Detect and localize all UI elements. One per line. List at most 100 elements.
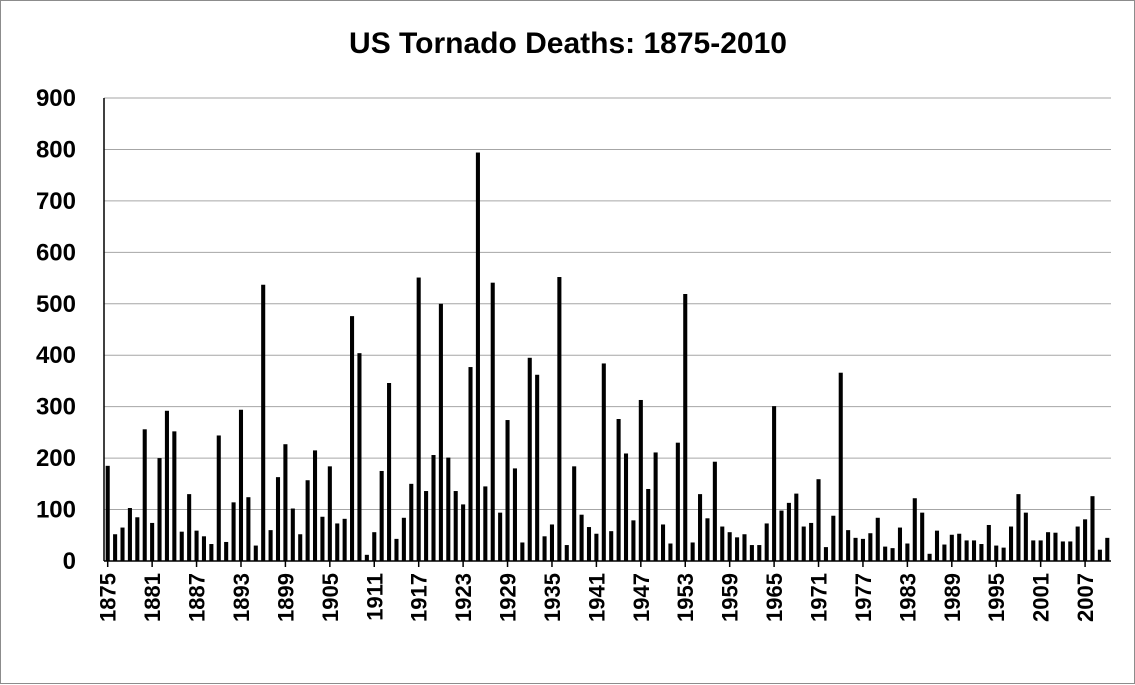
bar-1902 (305, 480, 310, 561)
bar-1899 (283, 444, 288, 561)
x-tick-label-1989: 1989 (940, 573, 965, 622)
bar-1961 (742, 534, 747, 561)
bar-2002 (1046, 532, 1051, 561)
bar-1988 (942, 544, 947, 561)
bar-1894 (246, 497, 251, 561)
bar-1897 (268, 530, 273, 561)
bar-1951 (668, 543, 673, 561)
x-tick-label-1959: 1959 (718, 573, 743, 622)
bar-1889 (209, 544, 214, 561)
bar-1987 (934, 530, 940, 561)
bar-1998 (1016, 494, 1021, 561)
x-tick-label-1893: 1893 (229, 573, 254, 622)
bar-1936 (557, 277, 562, 561)
bar-1985 (920, 512, 925, 561)
x-tick-label-1881: 1881 (140, 573, 165, 622)
x-tick-label-1911: 1911 (362, 573, 387, 621)
bar-1880 (142, 429, 147, 561)
bar-1895 (253, 545, 258, 561)
x-tick-label-1995: 1995 (984, 573, 1009, 622)
bar-1971 (816, 479, 821, 561)
bar-2007 (1083, 519, 1088, 561)
bar-1896 (261, 284, 266, 561)
bar-1921 (446, 457, 451, 561)
bar-1892 (231, 502, 236, 561)
x-tick-label-1941: 1941 (584, 573, 609, 622)
bar-1980 (883, 546, 888, 561)
bar-1989 (949, 534, 954, 561)
bar-2010 (1105, 537, 1110, 561)
bar-1932 (527, 357, 532, 561)
y-tick-label-700: 700 (36, 188, 76, 215)
bar-1975 (846, 530, 851, 561)
bar-1957 (712, 461, 717, 561)
bar-1906 (335, 523, 340, 561)
bar-1928 (498, 512, 503, 561)
bar-1963 (757, 545, 762, 561)
bar-1881 (150, 522, 155, 561)
bar-1970 (809, 522, 814, 561)
bar-1937 (564, 545, 569, 561)
bar-1997 (1009, 526, 1014, 561)
bar-1930 (512, 468, 517, 561)
bar-2008 (1090, 496, 1095, 561)
bar-1931 (520, 542, 525, 561)
bar-1915 (401, 517, 406, 561)
bar-1886 (187, 494, 192, 561)
bar-1968 (794, 493, 799, 561)
y-tick-label-0: 0 (63, 548, 76, 575)
bar-1962 (749, 545, 754, 561)
y-tick-label-600: 600 (36, 239, 76, 266)
bar-1900 (290, 508, 295, 561)
x-tick-label-2007: 2007 (1073, 573, 1098, 622)
bar-1933 (535, 374, 540, 561)
bar-1914 (394, 538, 399, 561)
bar-1942 (601, 363, 606, 561)
y-tick-label-100: 100 (36, 497, 76, 524)
bar-1885 (179, 531, 184, 561)
chart-title: US Tornado Deaths: 1875-2010 (349, 27, 787, 60)
axes (103, 98, 1111, 562)
bar-1920 (438, 303, 443, 561)
x-tick-label-1971: 1971 (807, 573, 832, 622)
bar-1923 (461, 504, 466, 561)
bar-1922 (453, 491, 458, 561)
bar-1994 (986, 524, 991, 561)
bar-1904 (320, 516, 325, 561)
bar-1929 (505, 420, 510, 561)
y-tick-label-800: 800 (36, 136, 76, 163)
x-tick-label-1929: 1929 (496, 573, 521, 622)
bar-1883 (164, 410, 169, 561)
bar-1973 (831, 515, 836, 561)
y-tick-label-400: 400 (36, 342, 76, 369)
bar-1949 (653, 452, 658, 561)
x-tick-label-1887: 1887 (185, 573, 210, 622)
y-tick-label-900: 900 (36, 85, 76, 112)
bar-1875 (105, 465, 110, 561)
bar-1984 (912, 498, 917, 561)
x-tick-label-1899: 1899 (273, 573, 298, 622)
bar-1940 (586, 527, 592, 561)
bar-2009 (1097, 549, 1102, 561)
bar-1913 (387, 383, 392, 561)
y-axis-tick-labels: 0 100 200 300 400 500 600 700 800 900 (36, 85, 76, 575)
bar-1901 (298, 534, 303, 561)
bar-1996 (1001, 547, 1006, 561)
bar-1890 (216, 435, 221, 561)
bar-1992 (971, 540, 977, 561)
bar-1924 (468, 367, 473, 561)
x-tick-label-2001: 2001 (1029, 573, 1054, 622)
bar-1925 (475, 152, 480, 561)
bar-1948 (646, 488, 651, 561)
bar-1891 (224, 541, 229, 561)
x-tick-label-1983: 1983 (895, 573, 920, 622)
bar-1990 (957, 533, 962, 561)
x-tick-label-1905: 1905 (318, 573, 343, 622)
bar-1958 (720, 526, 725, 561)
bar-1908 (350, 316, 355, 561)
bar-1965 (772, 406, 777, 561)
bar-1938 (572, 466, 577, 561)
bar-1917 (416, 277, 421, 561)
bar-1909 (357, 353, 362, 561)
